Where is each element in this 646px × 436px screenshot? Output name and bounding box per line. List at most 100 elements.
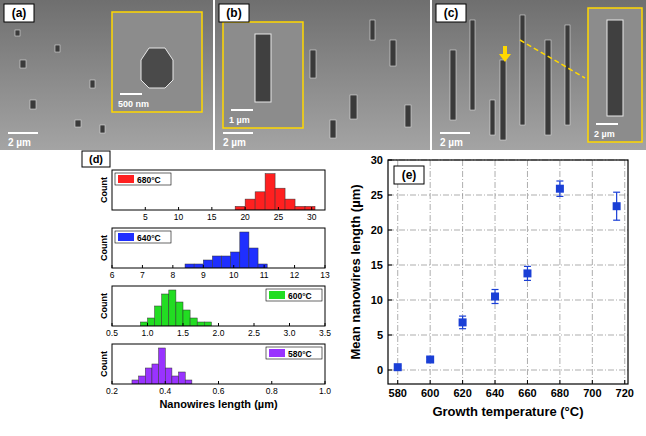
hist-bar: [240, 232, 249, 268]
inset: [588, 8, 642, 142]
grid-line: [495, 160, 496, 384]
nanowire: [310, 50, 316, 78]
axis-title: Count: [99, 177, 109, 203]
hist-bar: [185, 380, 192, 384]
grid-line: [462, 160, 463, 384]
tick: [112, 265, 113, 268]
error-cap: [613, 220, 620, 221]
hist-bar: [265, 174, 275, 210]
plot-frame: [388, 160, 628, 384]
tick-label: 600: [421, 387, 439, 399]
tick-label: 15: [207, 212, 217, 222]
tick-label: 15: [371, 259, 383, 271]
tick: [311, 207, 312, 210]
panel-label-box: [394, 166, 424, 184]
hist-bar: [190, 318, 197, 326]
legend-box: [266, 289, 322, 301]
nanowire: [390, 40, 396, 66]
tick-label: 0.5: [106, 328, 118, 338]
hist-bar: [176, 302, 183, 326]
hist-bar: [169, 290, 176, 326]
error-bar: [492, 290, 499, 304]
tick: [325, 381, 326, 384]
hist-bar: [255, 192, 265, 210]
tick-label: 30: [307, 212, 317, 222]
hist-bar: [194, 264, 203, 268]
nanowire: [520, 15, 525, 125]
tick: [218, 323, 219, 326]
error-cap: [459, 328, 466, 329]
hist-bar: [132, 380, 139, 384]
grid-line: [388, 230, 628, 231]
sem-background: [432, 0, 646, 150]
hist-bar: [183, 310, 190, 326]
panel-label: (b): [226, 6, 241, 20]
hist-bar: [222, 256, 231, 268]
hist-bar: [275, 188, 285, 210]
tick: [245, 207, 246, 210]
tick-label: 0.4: [159, 386, 171, 396]
grid-line: [624, 160, 625, 384]
nanowire: [75, 120, 81, 127]
scale-label: 2 µm: [440, 137, 463, 148]
tick: [388, 370, 392, 371]
panel-label-box: [436, 4, 466, 22]
hist-bar: [139, 376, 146, 384]
bars: [235, 174, 315, 210]
nanowire: [545, 40, 551, 135]
hist-bar: [258, 264, 267, 268]
tick-label: 720: [616, 387, 634, 399]
bars: [132, 348, 192, 384]
error-cap: [556, 180, 563, 181]
tick-label: 9: [201, 270, 206, 280]
tick-label: 25: [274, 212, 284, 222]
nanowire: [370, 20, 375, 40]
hist-bar: [305, 206, 315, 210]
error-bar: [524, 266, 531, 280]
tick: [145, 207, 146, 210]
nanowire-inset: [607, 20, 623, 116]
sem-background: [0, 0, 213, 150]
hist-bar: [231, 252, 240, 268]
tick: [325, 265, 326, 268]
hist-bar: [162, 294, 169, 326]
inset: [223, 22, 303, 128]
tick: [388, 160, 392, 161]
hist-bar: [245, 199, 255, 210]
tick-label: 6: [110, 270, 115, 280]
error-cap: [492, 303, 499, 304]
hist-bar: [197, 322, 204, 326]
nanowire: [500, 60, 506, 140]
tick-label: 660: [518, 387, 536, 399]
tick: [112, 323, 113, 326]
inset-scale-label: 1 µm: [229, 115, 250, 125]
panel-label: (c): [444, 6, 459, 20]
tick: [592, 380, 593, 384]
legend: 640°C: [115, 231, 171, 243]
inset: [112, 12, 202, 112]
hist-bar: [145, 368, 152, 384]
scale-line: [8, 132, 38, 134]
tick: [183, 323, 184, 326]
tick-label: 3.5: [319, 328, 331, 338]
tick-label: 25: [371, 189, 383, 201]
tick-label: 12: [290, 270, 300, 280]
tick-label: 10: [229, 270, 239, 280]
sem-image: 2 µm2 µm: [432, 0, 646, 150]
tick-label: 0: [377, 364, 383, 376]
sem-background: [215, 0, 430, 150]
plot-frame: [112, 228, 325, 268]
tick: [172, 265, 173, 268]
tick: [388, 335, 392, 336]
tick-label: 1.0: [142, 328, 154, 338]
panel-label: (e): [402, 168, 417, 182]
legend-swatch: [269, 349, 285, 357]
hist-bar: [203, 260, 212, 268]
panel-label-box: [219, 4, 249, 22]
point: [459, 318, 467, 326]
error-cap: [459, 316, 466, 317]
tick-label: 680: [551, 387, 569, 399]
tick-label: 10: [371, 294, 383, 306]
legend-box: [115, 173, 171, 185]
nanowire: [405, 105, 411, 127]
